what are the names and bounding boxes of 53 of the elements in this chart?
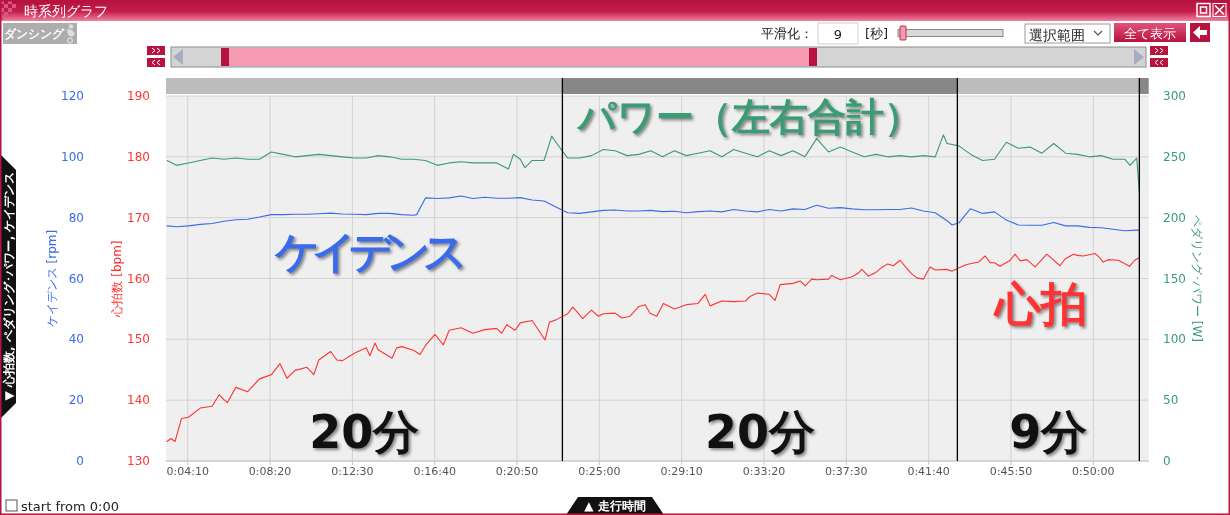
x-tick-label: 0:37:30	[825, 465, 868, 478]
y3-axis-title: ケイデンス [rpm]	[45, 229, 59, 328]
y2-tick-label: 0	[1163, 454, 1171, 468]
text: ▼ 心拍数, ペダリング･パワー, ケイデンス	[2, 171, 16, 401]
y-tick-label: 170	[127, 210, 150, 225]
text: 9	[833, 26, 843, 42]
chart-title: 時系列グラフ	[24, 3, 108, 19]
text: start from 0:00	[21, 499, 119, 514]
x-tick-label: 0:33:20	[742, 465, 786, 478]
y-tick-label: 160	[127, 271, 150, 286]
y3-tick-label: 0	[76, 454, 84, 468]
y-axis-title: 心拍数 [bpm]	[110, 240, 124, 318]
y3-tick-label: 80	[68, 210, 84, 225]
y2-axis-title: ペダリング･パワー [W]	[1190, 214, 1204, 343]
text: ダンシング	[4, 27, 65, 41]
y3-tick-label: 20	[68, 393, 84, 408]
annotation: 20分	[309, 405, 420, 459]
line-series	[166, 195, 1140, 232]
y-tick-label: 130	[127, 454, 150, 468]
y-tick-label: 150	[127, 332, 150, 347]
x-tick-label: 0:29:10	[660, 465, 703, 478]
series-label: 心拍	[993, 277, 1087, 331]
x-tick-label: 0:08:20	[248, 465, 292, 478]
x-axis-title: ▲ 走行時間	[584, 499, 646, 513]
y-tick-label: 140	[127, 393, 150, 408]
y2-tick-label: 250	[1163, 149, 1186, 164]
y2-tick-label: 150	[1163, 271, 1186, 286]
y-tick-label: 180	[127, 149, 150, 164]
x-tick-label: 0:41:40	[907, 465, 950, 478]
text: 選択範囲	[1029, 26, 1085, 43]
x-tick-label: 0:25:00	[578, 465, 621, 478]
x-tick-label: 0:12:30	[331, 465, 374, 478]
x-tick-label: 0:04:10	[166, 465, 209, 478]
x-tick-label: 0:16:40	[413, 465, 456, 478]
x-tick-label: 0:50:00	[1072, 465, 1115, 478]
text: 全て表示	[1124, 25, 1176, 41]
y3-tick-label: 120	[61, 89, 84, 103]
y3-tick-label: 60	[68, 271, 84, 286]
series-label: ケイデンス	[274, 226, 463, 277]
x-tick-label: 0:20:50	[495, 465, 539, 478]
y3-tick-label: 40	[68, 332, 84, 347]
series-label: パワー（左右合計）	[576, 95, 922, 139]
y2-tick-label: 300	[1163, 89, 1186, 103]
y-tick-label: 190	[127, 89, 150, 103]
y2-tick-label: 50	[1163, 393, 1179, 408]
text: [秒]	[865, 26, 889, 41]
x-tick-label: 0:45:50	[989, 465, 1033, 478]
text: 平滑化：	[761, 26, 813, 41]
y2-tick-label: 200	[1163, 210, 1186, 225]
annotation: 20分	[704, 405, 815, 459]
annotation: 9分	[1009, 405, 1088, 459]
y3-tick-label: 100	[61, 149, 84, 164]
y2-tick-label: 100	[1163, 332, 1186, 347]
